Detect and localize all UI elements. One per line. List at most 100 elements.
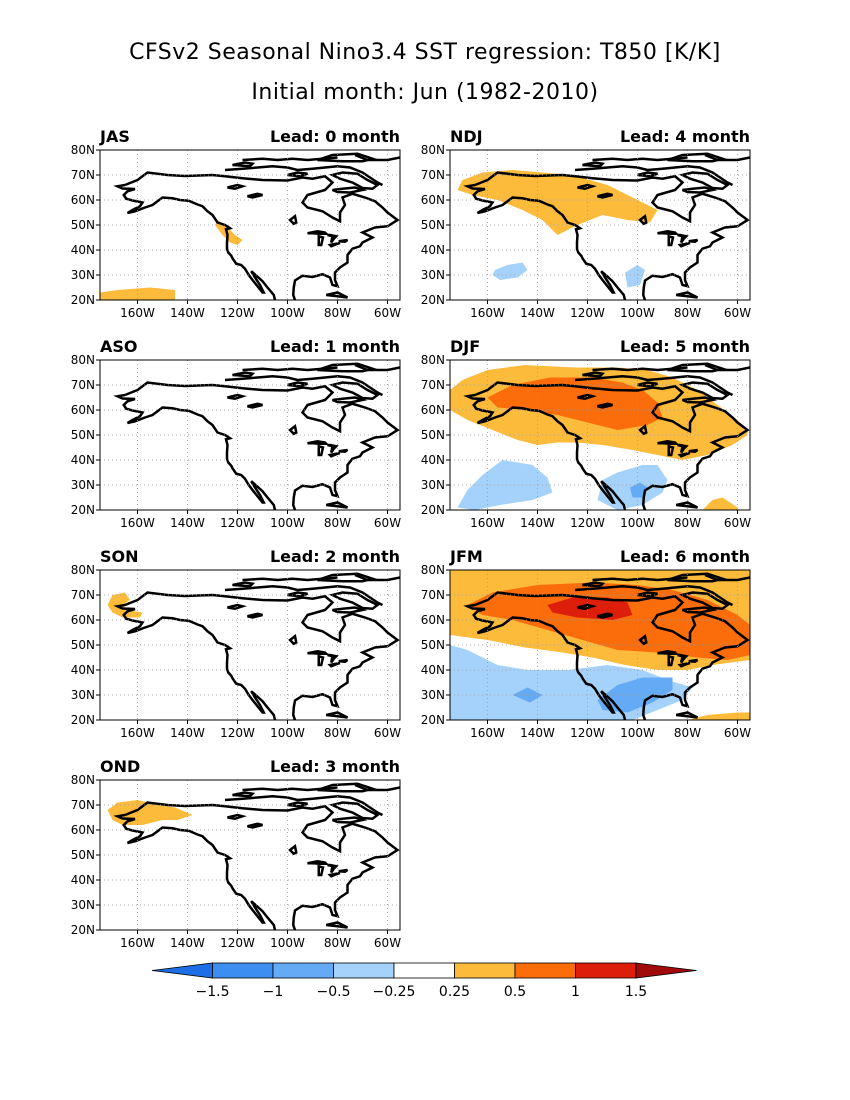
lat-tick-label: 50N (421, 638, 445, 652)
lon-tick-label: 140W (170, 726, 205, 740)
lead-label: Lead: 3 month (270, 757, 400, 776)
colorbar-segment (393, 962, 455, 979)
lon-tick-label: 80W (324, 306, 351, 320)
lon-tick-label: 100W (620, 726, 655, 740)
map-panel: 160W 140W 120W 100W 80W 60W 80N 70N 60N 50N 40N 30N… (421, 337, 751, 530)
lat-tick-label: 70N (421, 168, 445, 182)
anomaly-contour (492, 262, 528, 280)
lon-tick-label: 160W (470, 516, 505, 530)
map-frame (449, 149, 751, 301)
lat-tick-label: 60N (71, 823, 95, 837)
anomaly-contour (467, 582, 750, 660)
lat-tick-label: 70N (421, 378, 445, 392)
lat-tick-label: 40N (71, 243, 95, 257)
anomaly-contour (687, 712, 750, 720)
season-label: OND (100, 757, 140, 776)
lon-tick-label: 60W (374, 936, 401, 950)
anomaly-contour (107, 592, 143, 618)
lon-tick-label: 80W (674, 306, 701, 320)
lat-tick-label: 70N (71, 588, 95, 602)
lon-tick-label: 100W (270, 516, 305, 530)
lon-tick-label: 140W (170, 516, 205, 530)
lat-tick-label: 80N (421, 563, 445, 577)
lat-tick-label: 30N (421, 478, 445, 492)
lat-tick-label: 60N (421, 403, 445, 417)
lat-tick-label: 80N (421, 143, 445, 157)
season-label: NDJ (450, 127, 483, 146)
lon-tick-label: 60W (724, 726, 751, 740)
colorbar-label: 1 (571, 984, 580, 1000)
lead-label: Lead: 1 month (270, 337, 400, 356)
lon-tick-label: 160W (120, 306, 155, 320)
lon-tick-label: 120W (570, 726, 605, 740)
anomaly-contour (457, 170, 658, 235)
lead-label: Lead: 5 month (620, 337, 750, 356)
lat-tick-label: 40N (421, 663, 445, 677)
map-frame (99, 569, 401, 721)
colorbar: −1.5 −1 −0.5 −0.25 0.25 0.5 1 1.5 (151, 962, 697, 1000)
lead-label: Lead: 2 month (270, 547, 400, 566)
lat-tick-label: 70N (71, 168, 95, 182)
map-frame (449, 569, 751, 721)
lat-tick-label: 60N (71, 193, 95, 207)
figure-subtitle: Initial month: Jun (1982-2010) (251, 80, 599, 105)
anomaly-contour (512, 687, 543, 703)
lat-tick-label: 70N (421, 588, 445, 602)
lat-tick-label: 70N (71, 798, 95, 812)
season-label: ASO (100, 337, 138, 356)
lat-tick-label: 60N (71, 403, 95, 417)
colorbar-label: −1.5 (196, 984, 230, 1000)
lat-tick-label: 30N (71, 478, 95, 492)
season-label: JFM (449, 547, 483, 566)
lat-tick-label: 60N (421, 193, 445, 207)
lat-tick-label: 70N (71, 378, 95, 392)
map-frame (449, 359, 751, 511)
lon-tick-label: 120W (570, 306, 605, 320)
lon-tick-label: 120W (220, 936, 255, 950)
lat-tick-label: 40N (71, 453, 95, 467)
colorbar-segment (212, 962, 274, 979)
lat-tick-label: 50N (71, 218, 95, 232)
lat-tick-label: 30N (71, 898, 95, 912)
lon-tick-label: 160W (470, 726, 505, 740)
lat-tick-label: 30N (71, 268, 95, 282)
colorbar-segment (635, 962, 697, 979)
lon-tick-label: 60W (374, 726, 401, 740)
colorbar-label: −0.5 (317, 984, 351, 1000)
map-frame (99, 149, 401, 301)
lon-tick-label: 80W (674, 726, 701, 740)
colorbar-label: −1 (263, 984, 284, 1000)
colorbar-label: 1.5 (625, 984, 647, 1000)
lat-tick-label: 50N (71, 428, 95, 442)
lon-tick-label: 100W (270, 306, 305, 320)
lon-tick-label: 160W (120, 726, 155, 740)
lat-tick-label: 80N (71, 563, 95, 577)
lat-tick-label: 40N (421, 243, 445, 257)
lat-tick-label: 40N (421, 453, 445, 467)
colorbar-label: 0.5 (504, 984, 526, 1000)
colorbar-segment (575, 962, 637, 979)
colorbar-label: 0.25 (439, 984, 470, 1000)
season-label: JAS (99, 127, 130, 146)
colorbar-segment (454, 962, 516, 979)
lon-tick-label: 120W (570, 516, 605, 530)
lon-tick-label: 80W (324, 726, 351, 740)
lat-tick-label: 40N (71, 873, 95, 887)
lat-tick-label: 60N (71, 613, 95, 627)
lon-tick-label: 80W (324, 936, 351, 950)
anomaly-contour (457, 460, 553, 510)
figure-title: CFSv2 Seasonal Nino3.4 SST regression: T… (129, 40, 721, 65)
lead-label: Lead: 4 month (620, 127, 750, 146)
anomaly-contour (215, 220, 243, 245)
lat-tick-label: 80N (71, 143, 95, 157)
lat-tick-label: 20N (71, 713, 95, 727)
lon-tick-label: 120W (220, 726, 255, 740)
lat-tick-label: 40N (71, 663, 95, 677)
colorbar-segment (514, 962, 576, 979)
colorbar-segment (272, 962, 334, 979)
anomaly-contour (630, 482, 648, 498)
anomaly-contour (625, 265, 645, 288)
map-frame (99, 779, 401, 931)
lat-tick-label: 20N (421, 713, 445, 727)
lon-tick-label: 80W (674, 516, 701, 530)
